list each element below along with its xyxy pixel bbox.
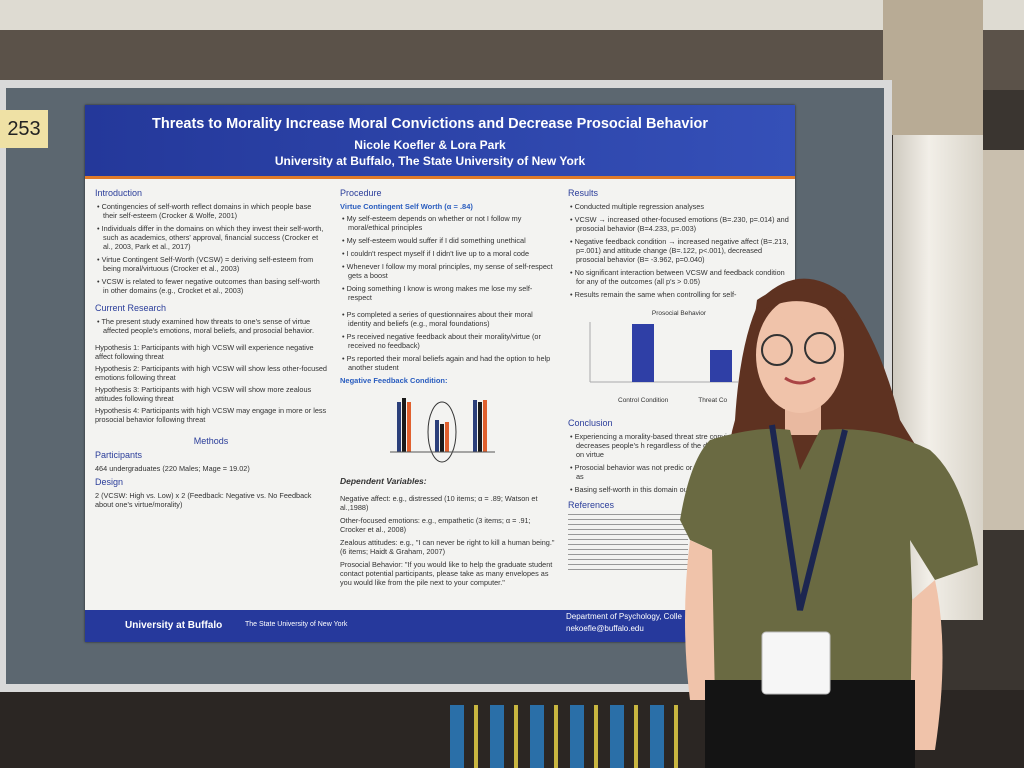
list-item: Other-focused emotions: e.g., empathetic… <box>340 516 531 534</box>
column-right: Results Conducted multiple regression an… <box>568 188 790 574</box>
list-item: My self-esteem would suffer if I did som… <box>340 236 555 245</box>
pants <box>705 680 915 768</box>
bullet-list: Contingencies of self-worth reflect doma… <box>95 202 327 295</box>
result-list: Conducted multiple regression analyses VC… <box>568 202 790 299</box>
lanyard <box>769 424 848 611</box>
category: Control Condition <box>618 397 669 404</box>
shirt <box>680 428 978 680</box>
poster-authors: Nicole Koefler & Lora Park <box>354 138 506 152</box>
footer-email: nekoefle@buffalo.edu <box>566 624 644 633</box>
column-middle: Procedure Virtue Contingent Self Worth (… <box>340 188 555 591</box>
badge <box>761 631 831 695</box>
list-item: Ps completed a series of questionnaires … <box>340 310 555 328</box>
section-heading: Methods <box>193 436 229 446</box>
scale-label: Virtue Contingent Self Worth (α = .84) <box>340 202 473 211</box>
list-item: Individuals differ in the domains on whi… <box>95 224 327 251</box>
poster-title: Threats to Morality Increase Moral Convi… <box>151 116 709 132</box>
dv-heading: Dependent Variables: <box>340 476 427 486</box>
participants: 464 undergraduates (220 Males; Mage = 19… <box>95 464 250 473</box>
section-heading: Current Research <box>95 303 167 313</box>
list-item: Zealous attitudes: e.g., "I can never be… <box>340 538 555 556</box>
fringe <box>755 285 845 320</box>
carpet-stripes <box>450 705 690 768</box>
list-item: Results remain the same when controlling… <box>568 290 790 299</box>
list-item: Negative feedback condition → increased … <box>568 237 790 264</box>
chart-title: Prosocial Behavior <box>651 310 707 317</box>
list-item: The present study examined how threats t… <box>95 317 327 335</box>
section-heading: Results <box>568 188 599 198</box>
list-item: I couldn't respect myself if I didn't li… <box>340 249 555 258</box>
list-item: Virtue Contingent Self-Worth (VCSW) = de… <box>95 255 327 273</box>
bar <box>710 350 732 382</box>
right-wall <box>975 150 1024 530</box>
arm-left <box>685 540 715 700</box>
poster-affiliation: University at Buffalo, The State Univers… <box>274 154 586 168</box>
smile <box>784 376 816 385</box>
sub-heading: Participants <box>95 450 143 460</box>
footer-subtitle: The State University of New York <box>245 621 348 628</box>
footer-department: Department of Psychology, Colle <box>566 612 682 621</box>
list-item: My self-esteem depends on whether or not… <box>340 214 555 232</box>
list-item: VCSW → increased other-focused emotions … <box>568 215 790 233</box>
face <box>756 297 844 413</box>
section-heading: Procedure <box>340 188 382 198</box>
pillar-top <box>883 0 983 135</box>
list-item: Prosocial behavior was not predic or mor… <box>568 463 790 481</box>
list-item: Prosocial Behavior: "If you would like t… <box>340 560 553 587</box>
list-item: Conducted multiple regression analyses <box>568 202 790 211</box>
list-item: Contingencies of self-worth reflect doma… <box>95 202 327 220</box>
footer-logo: University at Buffalo <box>125 620 223 631</box>
category: Threat Co <box>698 397 728 404</box>
design: 2 (VCSW: High vs. Low) x 2 (Feedback: Ne… <box>95 491 312 509</box>
list-item: Basing self-worth in this domain outcome… <box>568 485 790 494</box>
chart-label: Negative Feedback Condition: <box>340 376 448 385</box>
list-item: Ps received negative feedback about thei… <box>340 332 555 350</box>
list-item: Ps reported their moral beliefs again an… <box>340 354 555 372</box>
list-item: Whenever I follow my moral principles, m… <box>340 262 555 280</box>
poster-footer <box>85 610 795 642</box>
arm-right <box>910 580 943 750</box>
section-heading: References <box>568 500 615 510</box>
board-number: 253 <box>0 110 48 148</box>
hypothesis-list: Hypothesis 1: Participants with high VCS… <box>95 343 327 424</box>
sub-heading: Design <box>95 477 124 487</box>
glasses <box>761 334 793 366</box>
prosocial-chart <box>589 322 738 383</box>
step-list: Ps completed a series of questionnaires … <box>340 310 555 372</box>
reference-lines <box>568 514 688 574</box>
chart-categories: Control Condition Threat Co <box>568 397 790 404</box>
conclusion-list: Experiencing a morality-based threat str… <box>568 432 790 494</box>
section-heading: Introduction <box>95 188 143 198</box>
list-item: Hypothesis 3: Participants with high VCS… <box>95 385 312 403</box>
list-item: Experiencing a morality-based threat str… <box>568 432 790 459</box>
bars <box>390 398 495 463</box>
poster-header <box>85 105 795 179</box>
list-item: Negative affect: e.g., distressed (10 it… <box>340 494 538 512</box>
column-left: Introduction Contingencies of self-worth… <box>95 188 327 513</box>
bullet-list: The present study examined how threats t… <box>95 317 327 335</box>
bar <box>632 324 654 382</box>
mini-bar-chart <box>390 398 495 463</box>
dv-list: Negative affect: e.g., distressed (10 it… <box>340 494 555 587</box>
list-item: VCSW is related to fewer negative outcom… <box>95 277 327 295</box>
list-item: Hypothesis 4: Participants with high VCS… <box>95 406 327 424</box>
list-item: Hypothesis 1: Participants with high VCS… <box>95 343 314 361</box>
list-item: Hypothesis 2: Participants with high VCS… <box>95 364 327 382</box>
ceiling <box>0 0 1024 30</box>
glasses <box>804 332 836 364</box>
list-item: No significant interaction between VCSW … <box>568 268 790 286</box>
list-item: Doing something I know is wrong makes me… <box>340 284 555 302</box>
section-heading: Conclusion <box>568 418 613 428</box>
item-list: My self-esteem depends on whether or not… <box>340 214 555 302</box>
